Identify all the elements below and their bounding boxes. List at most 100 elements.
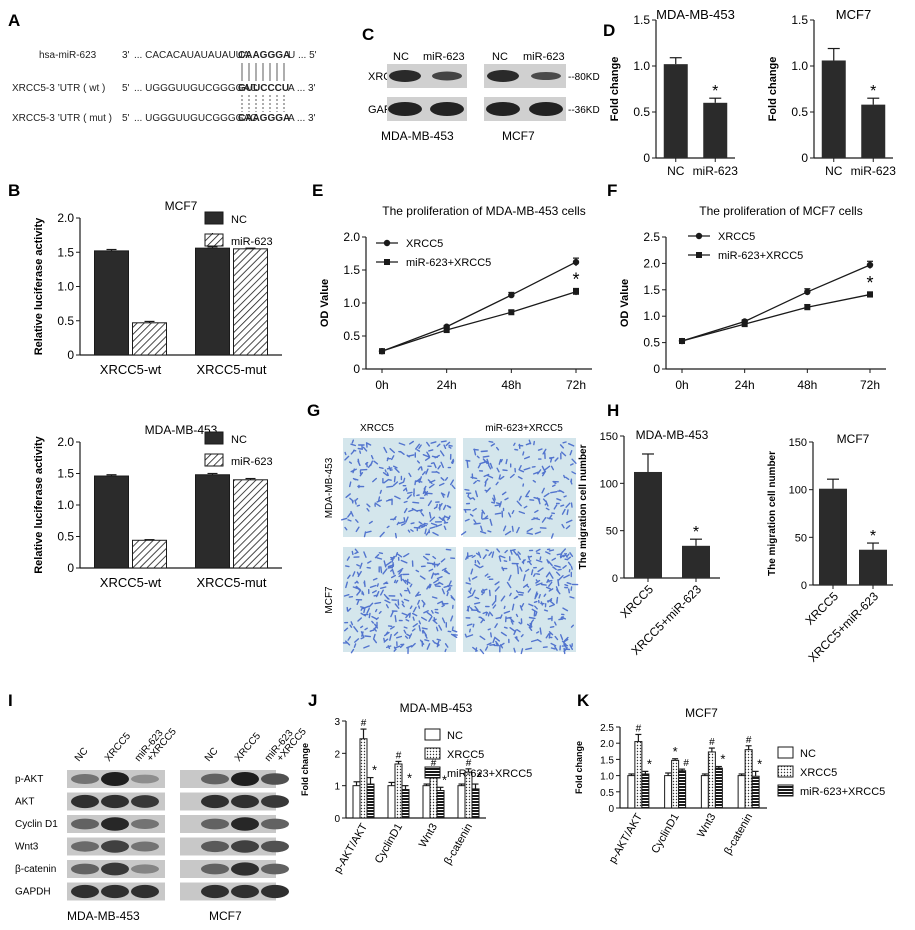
significance-mark: # xyxy=(683,758,689,769)
panel-i-blot: NC XRCC5 miR-623+XRCC5 NC XRCC5 miR-623+XRCC5… xyxy=(15,726,309,923)
legend-swatch xyxy=(204,431,224,445)
y-tick-label: 50 xyxy=(606,526,618,538)
charts: 0 0.5 1.0 1.5 Fold change MDA-MB-453 NC * miR-62… xyxy=(33,7,896,876)
x-tick-label: 0h xyxy=(375,378,388,392)
i-cell-mda: MDA-MB-453 xyxy=(67,909,140,923)
stained-cells xyxy=(342,548,458,655)
panel-label-j: J xyxy=(308,691,317,710)
c-band xyxy=(531,72,561,80)
y-axis-label: Fold change xyxy=(574,741,584,794)
i-band xyxy=(71,863,99,875)
panel-label-b: B xyxy=(8,181,20,200)
i-blot-rows: p-AKT AKT Cyclin D1 Wnt3 β-catenin GAPDH xyxy=(15,770,289,901)
mutation-dotted-lines xyxy=(241,95,285,112)
bar xyxy=(352,785,361,819)
i-band xyxy=(201,818,229,830)
series-line xyxy=(681,293,871,342)
bar xyxy=(429,771,438,819)
i-band xyxy=(101,840,129,853)
legend-swatch xyxy=(424,728,441,741)
significance-mark: * xyxy=(693,524,699,541)
bar xyxy=(195,247,230,356)
c-band xyxy=(529,102,563,116)
legend-swatch xyxy=(204,233,224,247)
micrograph-image xyxy=(463,438,576,537)
data-point xyxy=(804,304,811,311)
c-lane-mir-2: miR-623 xyxy=(523,51,565,63)
y-tick-label: 1.0 xyxy=(57,280,74,294)
i-band xyxy=(201,884,229,899)
data-point xyxy=(804,288,811,296)
seq-bold-mirna: CAAGGGA xyxy=(238,50,290,61)
legend-swatch xyxy=(777,784,794,797)
legend-swatch xyxy=(204,453,224,467)
significance-mark: * xyxy=(870,83,876,100)
y-tick-label: 0 xyxy=(653,362,660,376)
legend-label: XRCC5 xyxy=(800,767,837,779)
y-tick-label: 1 xyxy=(334,782,340,793)
chart-k: 0 0.5 1.0 1.5 2.0 2.5 Fold change MCF7 # * p-AKT/A… xyxy=(574,706,885,866)
seq-prime-mut: 5' xyxy=(122,113,130,124)
y-tick-label: 3 xyxy=(334,717,340,728)
c-lane-mir-1: miR-623 xyxy=(423,51,465,63)
y-tick-label: 0.5 xyxy=(643,336,660,350)
x-tick-label: XRCC5-wt xyxy=(100,575,162,590)
i-band xyxy=(131,795,159,808)
y-tick-label: 1.0 xyxy=(343,296,360,310)
significance-mark: # xyxy=(431,758,437,769)
bar xyxy=(387,785,396,819)
bar xyxy=(737,775,746,809)
i-cell-mcf7: MCF7 xyxy=(209,909,242,923)
legend-label: NC xyxy=(231,214,247,226)
data-point xyxy=(443,327,450,334)
y-axis-label: OD Value xyxy=(319,279,331,327)
bar xyxy=(401,789,410,819)
y-tick-label: 50 xyxy=(795,532,807,544)
i-protein-label: GAPDH xyxy=(15,887,51,898)
seq-pre-mut: ... UGGGUUGUCGGGGAC xyxy=(134,113,257,124)
c-cell-mcf7: MCF7 xyxy=(502,129,535,143)
panel-label-i: I xyxy=(8,691,13,710)
y-axis-label: OD Value xyxy=(619,279,631,327)
chart-j: 0 1 2 3 Fold change MDA-MB-453 # * p-AKT/AKT # * Cy… xyxy=(300,701,532,876)
legend-marker xyxy=(695,232,703,240)
significance-mark: * xyxy=(647,756,652,771)
bar xyxy=(819,488,847,585)
bar xyxy=(707,751,716,809)
x-tick-label: XRCC5-wt xyxy=(100,362,162,377)
chart-title: MDA-MB-453 xyxy=(145,423,218,437)
legend-label: miR-623+XRCC5 xyxy=(800,786,885,798)
i-band xyxy=(131,884,159,899)
significance-mark: * xyxy=(372,763,377,778)
i-band xyxy=(261,795,289,808)
i-band xyxy=(101,817,129,831)
legend-marker xyxy=(384,259,390,265)
c-band xyxy=(389,70,421,82)
series-line xyxy=(681,264,871,342)
g-col-mir: miR-623+XRCC5 xyxy=(485,423,563,434)
i-band xyxy=(101,794,129,809)
data-point xyxy=(741,321,748,328)
bar xyxy=(359,738,368,819)
bar xyxy=(394,763,403,819)
y-tick-label: 1.5 xyxy=(343,263,360,277)
y-tick-label: 2.0 xyxy=(343,230,360,244)
i-band xyxy=(261,840,289,853)
micrograph-grid xyxy=(341,438,579,655)
x-tick-label: Wnt3 xyxy=(695,812,718,840)
legend-label: NC xyxy=(800,748,816,760)
data-point xyxy=(379,348,385,355)
significance-mark: # xyxy=(361,718,367,729)
data-point xyxy=(508,291,515,299)
chart-title: MCF7 xyxy=(685,706,718,720)
bar xyxy=(94,250,129,356)
chart-d1: 0 0.5 1.0 1.5 Fold change MDA-MB-453 NC * miR-62… xyxy=(609,7,738,178)
data-point xyxy=(867,291,873,298)
data-point xyxy=(572,258,580,266)
bar xyxy=(700,775,709,809)
g-row-mcf7: MCF7 xyxy=(324,586,335,614)
panel-label-a: A xyxy=(8,11,20,30)
chart-title: MCF7 xyxy=(837,432,870,446)
